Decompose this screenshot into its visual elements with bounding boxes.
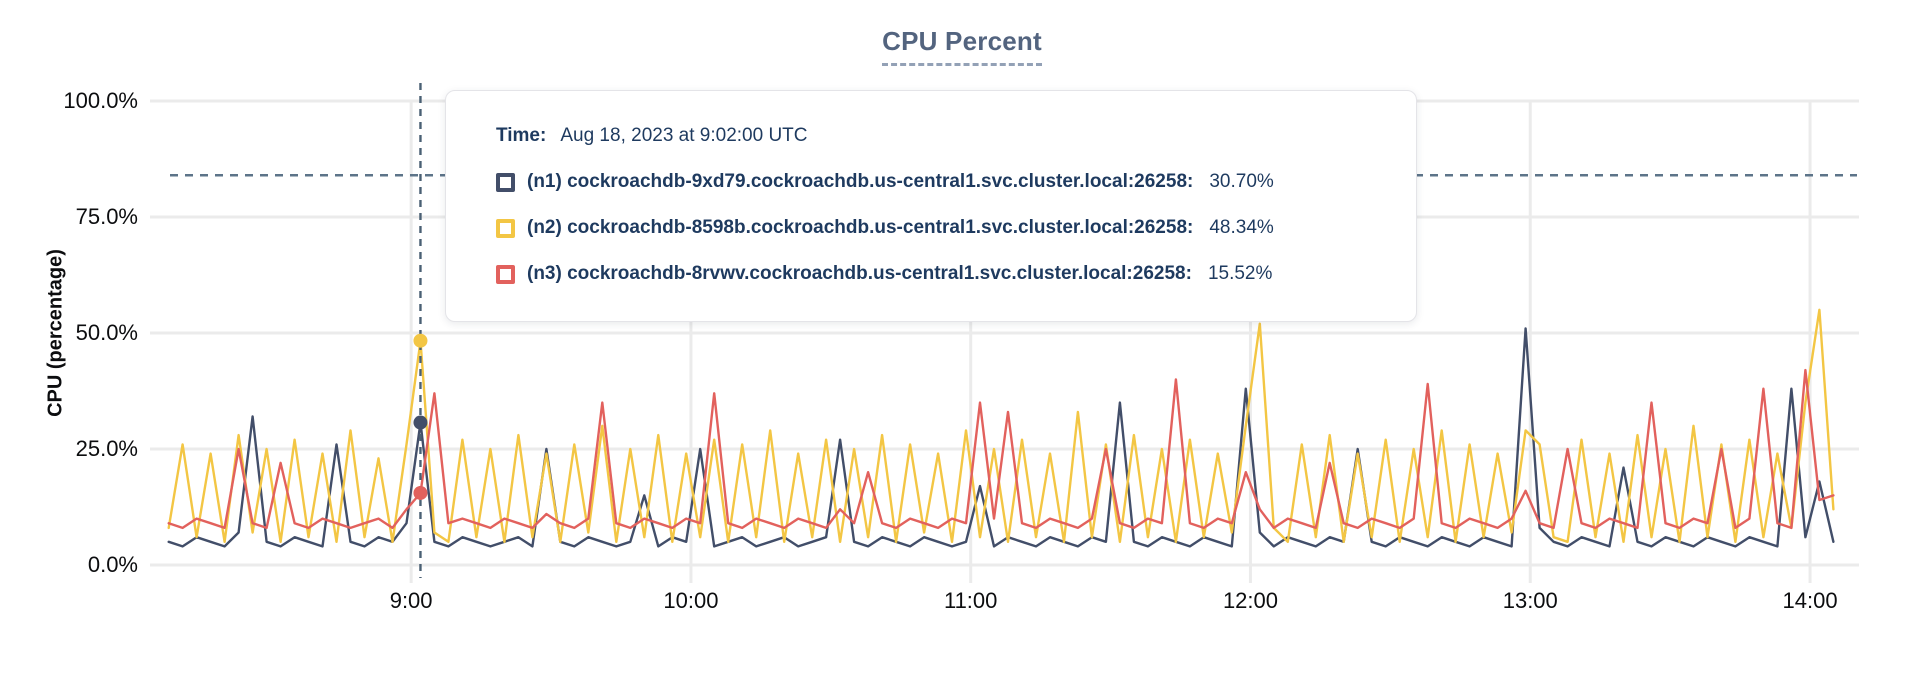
x-axis-tick-label: 14:00 — [1782, 588, 1838, 613]
hover-point-n3 — [413, 485, 428, 500]
tooltip-series-row: (n3) cockroachdb-8rvwv.cockroachdb.us-ce… — [496, 263, 1272, 285]
tooltip-series-row: (n2) cockroachdb-8598b.cockroachdb.us-ce… — [496, 217, 1274, 239]
x-axis-tick-label: 9:00 — [389, 588, 433, 613]
tooltip-time-row: Time: Aug 18, 2023 at 9:02:00 UTC — [496, 125, 808, 147]
tooltip-time-value: Aug 18, 2023 at 9:02:00 UTC — [560, 125, 808, 146]
x-axis-tick-label: 11:00 — [943, 588, 998, 613]
tooltip-series-value: 48.34% — [1209, 217, 1274, 238]
series-n1-swatch-icon — [496, 172, 515, 192]
x-axis-tick-label: 10:00 — [663, 588, 719, 613]
series-n3-swatch-icon — [496, 264, 515, 284]
tooltip-series-value: 15.52% — [1207, 263, 1273, 284]
tooltip-series-value: 30.70% — [1209, 171, 1274, 192]
tooltip-series-label: (n2) cockroachdb-8598b.cockroachdb.us-ce… — [527, 217, 1194, 238]
tooltip-series-label: (n3) cockroachdb-8rvwv.cockroachdb.us-ce… — [527, 263, 1192, 284]
series-line-n2 — [167, 308, 1835, 543]
series-line-n1 — [167, 327, 1835, 548]
hover-tooltip: Time: Aug 18, 2023 at 9:02:00 UTC (n1) c… — [445, 90, 1417, 322]
tooltip-series-row: (n1) cockroachdb-9xd79.cockroachdb.us-ce… — [496, 171, 1274, 193]
y-axis-tick-label: 25.0% — [75, 436, 138, 461]
y-axis-tick-label: 75.0% — [75, 204, 138, 229]
tooltip-series-label: (n1) cockroachdb-9xd79.cockroachdb.us-ce… — [527, 171, 1194, 192]
tooltip-time-label: Time: — [496, 125, 547, 146]
y-axis-tick-label: 100.0% — [63, 88, 138, 113]
y-axis-tick-label: 50.0% — [75, 320, 138, 345]
hover-point-n1 — [413, 415, 428, 430]
chart-title: CPU Percent — [882, 26, 1042, 66]
x-axis-tick-label: 12:00 — [1222, 588, 1278, 613]
x-axis-tick-label: 13:00 — [1502, 588, 1558, 613]
series-line-n3 — [167, 368, 1835, 530]
y-axis-tick-label: 0.0% — [87, 552, 138, 577]
series-n2-swatch-icon — [496, 218, 515, 238]
hover-point-n2 — [413, 333, 428, 348]
